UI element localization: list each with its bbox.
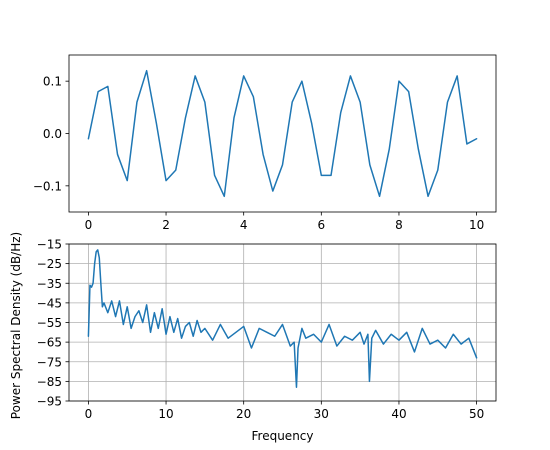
y-tick-label: 0.1: [43, 75, 62, 89]
x-tick-label: 4: [240, 218, 248, 232]
x-axis-label: Frequency: [252, 429, 314, 443]
x-tick-label: 0: [85, 407, 93, 421]
y-tick-label: −75: [37, 355, 62, 369]
x-tick-label: 30: [314, 407, 329, 421]
x-tick-label: 40: [391, 407, 406, 421]
y-tick-label: −15: [37, 238, 62, 252]
x-tick-label: 0: [85, 218, 93, 232]
series-line: [87, 69, 478, 198]
y-tick-label: −85: [37, 375, 62, 389]
y-tick-label: −95: [37, 395, 62, 409]
y-tick-label: −0.1: [33, 179, 62, 193]
signal-chart: 0 2 4 6 8 10 0.1 0.0 −0.1: [33, 54, 497, 232]
y-tick-label: 0.0: [43, 127, 62, 141]
x-tick-label: 8: [395, 218, 403, 232]
x-tick-label: 10: [158, 407, 173, 421]
x-tick-label: 10: [469, 218, 484, 232]
y-tick-label: −55: [37, 316, 62, 330]
x-tick-label: 20: [236, 407, 251, 421]
y-tick-label: −25: [37, 257, 62, 271]
y-axis-label: Power Spectral Density (dB/Hz): [9, 232, 23, 419]
x-tick-label: 50: [469, 407, 484, 421]
x-tick-label: 6: [317, 218, 325, 232]
y-tick-label: −35: [37, 277, 62, 291]
psd-chart: 0 10 20 30 40 50 −15 −25 −35 −45 −55 −65 −75 −85 −95 Fr…: [9, 232, 497, 443]
series-line: [87, 249, 478, 389]
y-tick-label: −65: [37, 336, 62, 350]
x-tick-label: 2: [162, 218, 170, 232]
y-tick-label: −45: [37, 296, 62, 310]
